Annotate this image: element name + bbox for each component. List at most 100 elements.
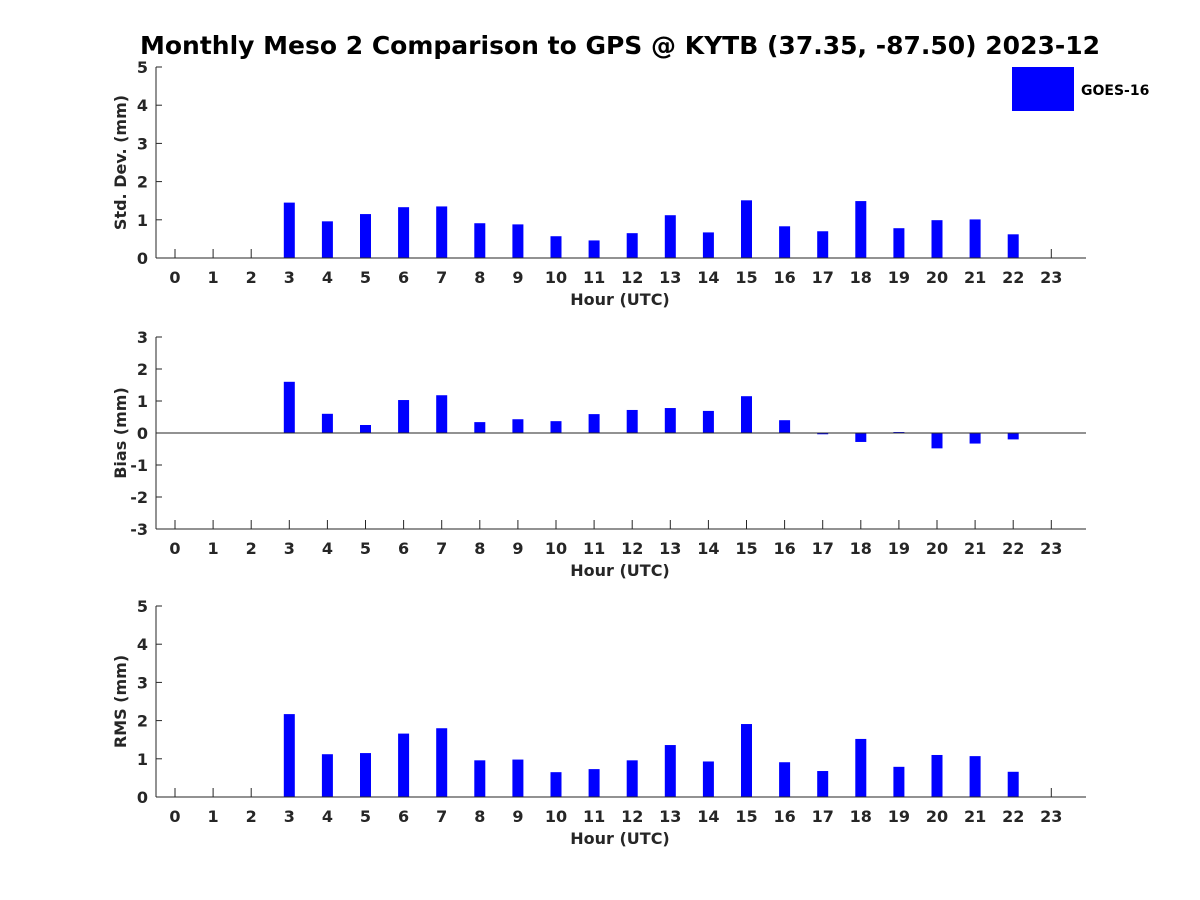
bias-ytick-label: -3 — [130, 520, 148, 539]
rms-bar-hour-13 — [664, 745, 676, 797]
bias-xtick-label: 16 — [773, 539, 795, 558]
bias-xtick-label: 0 — [169, 539, 180, 558]
std-bar-hour-22 — [1007, 234, 1019, 258]
rms-bar-hour-16 — [779, 762, 791, 797]
rms-bar-hour-7 — [436, 728, 448, 797]
rms-bar-hour-19 — [893, 766, 905, 797]
std-xtick-label: 18 — [850, 268, 872, 287]
rms-bar-hour-11 — [588, 769, 600, 797]
std-bar-hour-3 — [283, 202, 295, 258]
std-xtick-label: 15 — [735, 268, 757, 287]
rms-ytick-label: 4 — [137, 635, 148, 654]
bias-xtick-label: 5 — [360, 539, 371, 558]
rms-xtick-label: 4 — [322, 807, 333, 826]
rms-bar-hour-21 — [969, 756, 981, 797]
std-xtick-label: 23 — [1040, 268, 1062, 287]
bias-xtick-label: 9 — [512, 539, 523, 558]
bias-xtick-label: 8 — [474, 539, 485, 558]
rms-ytick-label: 5 — [137, 597, 148, 616]
bias-bar-hour-6 — [398, 400, 410, 433]
std-bar-hour-7 — [436, 206, 448, 258]
std-bar-hour-14 — [702, 232, 714, 258]
std-xtick-label: 5 — [360, 268, 371, 287]
std-bar-hour-4 — [321, 221, 333, 258]
bias-bar-hour-14 — [702, 410, 714, 433]
std-xtick-label: 12 — [621, 268, 643, 287]
rms-xtick-label: 14 — [697, 807, 719, 826]
std-bar-hour-20 — [931, 220, 943, 258]
std-xtick-label: 8 — [474, 268, 485, 287]
std-bar-hour-8 — [474, 223, 486, 258]
rms-xtick-label: 22 — [1002, 807, 1024, 826]
bias-xtick-label: 17 — [812, 539, 834, 558]
bias-xtick-label: 3 — [284, 539, 295, 558]
std-bar-hour-17 — [817, 231, 829, 258]
bias-ytick-label: 2 — [137, 360, 148, 379]
rms-bar-hour-3 — [283, 714, 295, 797]
bias-ytick-label: 3 — [137, 328, 148, 347]
bias-bar-hour-18 — [855, 433, 867, 442]
bias-xtick-label: 6 — [398, 539, 409, 558]
rms-xtick-label: 8 — [474, 807, 485, 826]
chart-title: Monthly Meso 2 Comparison to GPS @ KYTB … — [140, 31, 1100, 60]
std-xtick-label: 3 — [284, 268, 295, 287]
rms-xtick-label: 3 — [284, 807, 295, 826]
std-ytick-label: 4 — [137, 96, 148, 115]
rms-xtick-label: 9 — [512, 807, 523, 826]
std-xtick-label: 13 — [659, 268, 681, 287]
bias-bar-hour-8 — [474, 422, 486, 433]
bias-xtick-label: 2 — [246, 539, 257, 558]
bias-bar-hour-17 — [817, 433, 829, 435]
rms-bar-hour-6 — [398, 733, 410, 797]
rms-xtick-label: 7 — [436, 807, 447, 826]
std-bar-hour-13 — [664, 215, 676, 258]
std-xtick-label: 4 — [322, 268, 333, 287]
rms-ytick-label: 0 — [137, 788, 148, 807]
bias-ytick-label: -1 — [130, 456, 148, 475]
std-xtick-label: 21 — [964, 268, 986, 287]
rms-bar-hour-9 — [512, 759, 524, 797]
rms-bar-hour-10 — [550, 772, 562, 797]
std-bar-hour-10 — [550, 236, 562, 258]
rms-bar-hour-8 — [474, 760, 486, 797]
bias-xtick-label: 4 — [322, 539, 333, 558]
bias-bar-hour-4 — [321, 413, 333, 433]
rms-bar-hour-15 — [741, 724, 752, 797]
bias-ytick-label: 1 — [137, 392, 148, 411]
bias-x-axis-label: Hour (UTC) — [570, 561, 670, 580]
bias-bar-hour-9 — [512, 419, 524, 433]
std-xtick-label: 6 — [398, 268, 409, 287]
rms-xtick-label: 23 — [1040, 807, 1062, 826]
rms-xtick-label: 2 — [246, 807, 257, 826]
bias-ytick-label: -2 — [130, 488, 148, 507]
std-xtick-label: 11 — [583, 268, 605, 287]
rms-bar-hour-12 — [626, 760, 638, 797]
bias-xtick-label: 15 — [735, 539, 757, 558]
bias-bar-hour-21 — [969, 433, 981, 444]
std-bar-hour-16 — [779, 226, 791, 258]
rms-bar-hour-4 — [321, 754, 333, 797]
std-ytick-label: 1 — [137, 211, 148, 230]
bias-xtick-label: 22 — [1002, 539, 1024, 558]
std-y-axis-label: Std. Dev. (mm) — [111, 95, 130, 230]
std-xtick-label: 1 — [208, 268, 219, 287]
rms-y-axis-label: RMS (mm) — [111, 655, 130, 748]
rms-xtick-label: 18 — [850, 807, 872, 826]
rms-xtick-label: 5 — [360, 807, 371, 826]
legend-swatch-goes-16 — [1012, 67, 1074, 111]
bias-xtick-label: 7 — [436, 539, 447, 558]
rms-xtick-label: 13 — [659, 807, 681, 826]
bias-bar-hour-7 — [436, 395, 448, 433]
legend: GOES-16 — [1012, 67, 1149, 111]
std-bar-hour-15 — [741, 200, 752, 258]
bias-xtick-label: 11 — [583, 539, 605, 558]
legend-label-goes-16: GOES-16 — [1081, 83, 1149, 99]
bias-bar-hour-3 — [283, 381, 295, 433]
std-bar-hour-11 — [588, 240, 600, 258]
rms-ytick-label: 1 — [137, 750, 148, 769]
bias-xtick-label: 10 — [545, 539, 567, 558]
